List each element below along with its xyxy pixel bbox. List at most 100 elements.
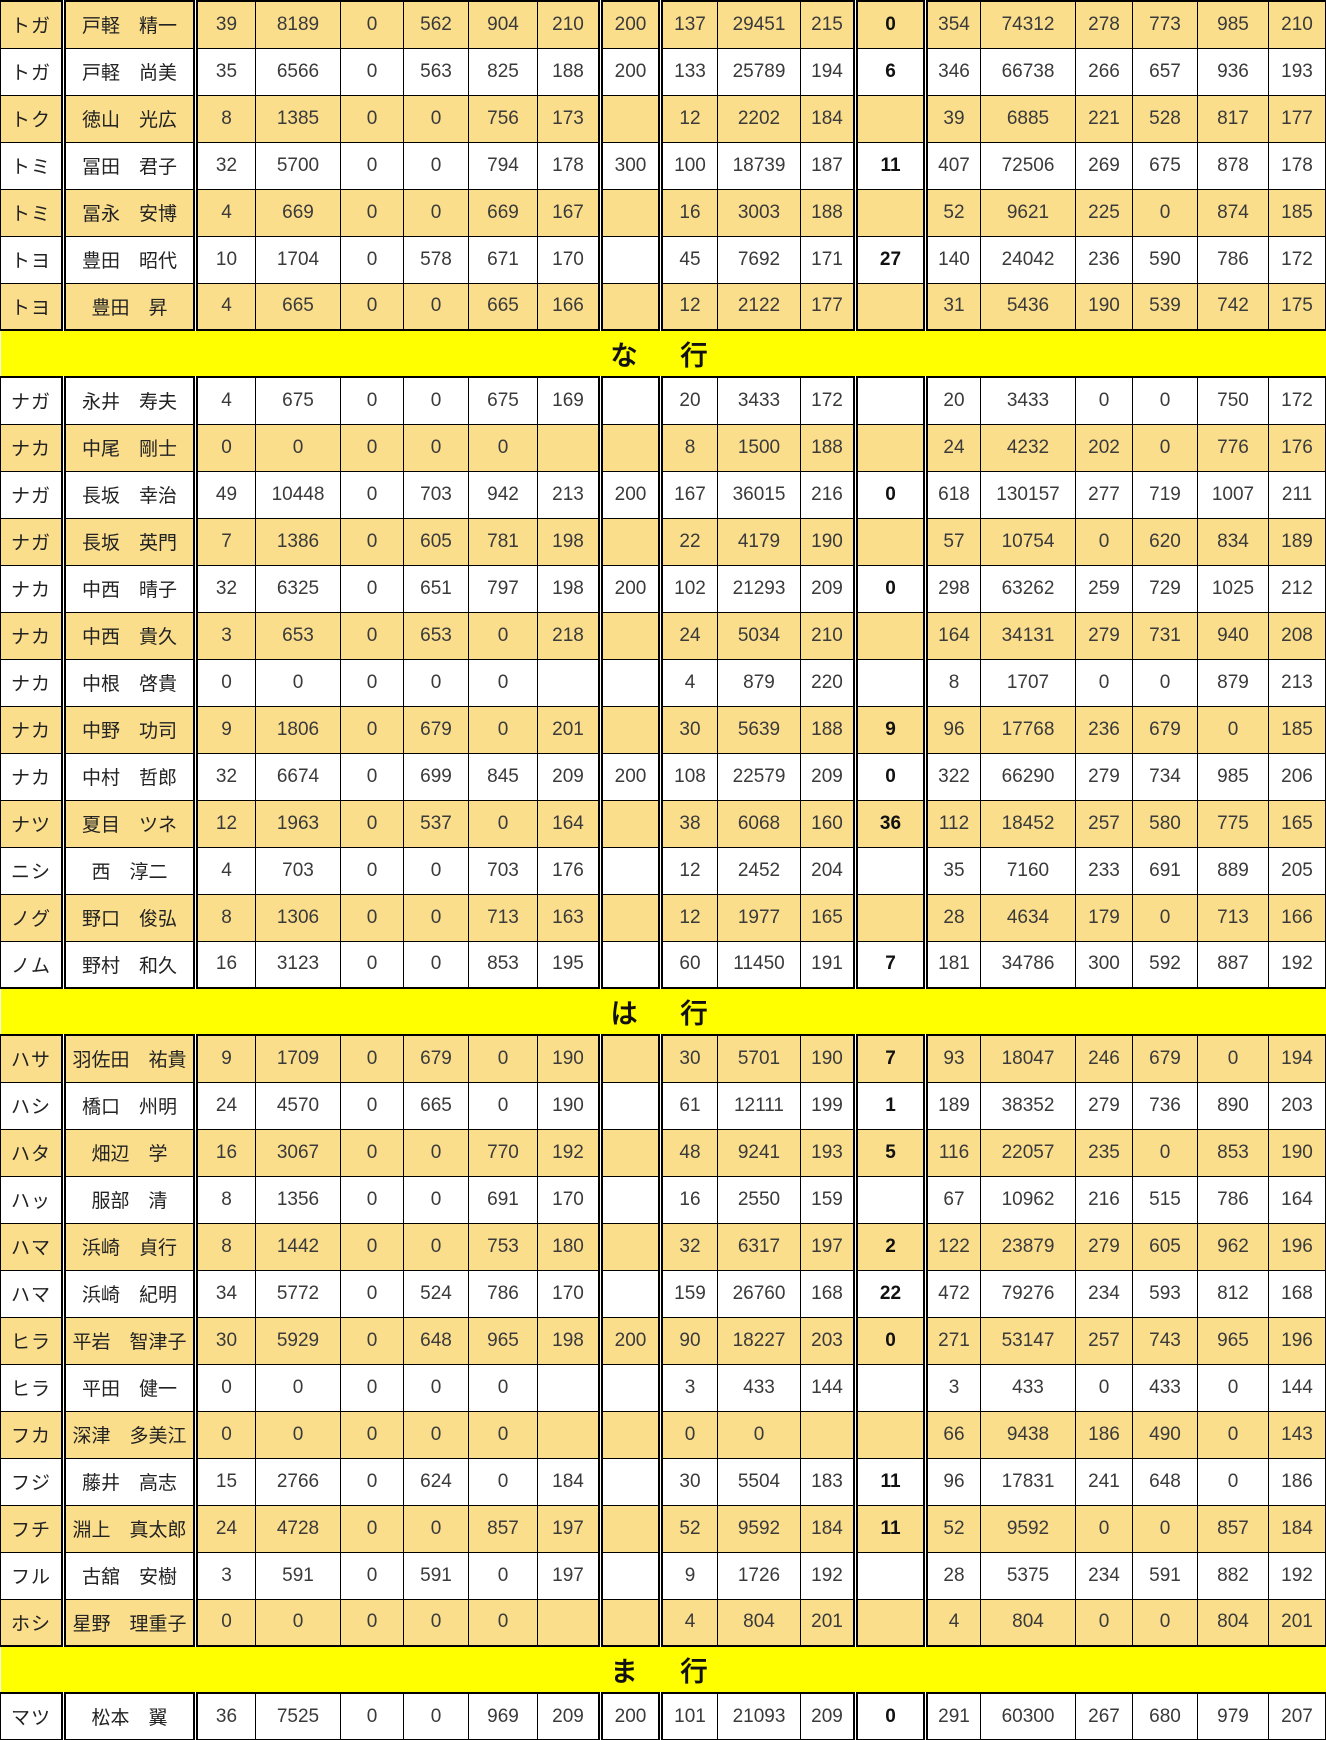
score-value-cell[interactable]: 0 — [340, 940, 404, 989]
score-value-cell[interactable] — [598, 423, 663, 472]
score-value-cell[interactable]: 0 — [1075, 1504, 1133, 1553]
score-value-cell[interactable]: 775 — [1197, 799, 1269, 848]
score-value-cell[interactable] — [598, 846, 663, 895]
score-value-cell[interactable]: 515 — [1132, 1175, 1198, 1224]
score-value-cell[interactable]: 699 — [403, 752, 469, 801]
player-name-cell[interactable]: 淵上 真太郎 — [61, 1504, 198, 1553]
score-value-cell[interactable]: 181 — [925, 940, 981, 989]
score-value-cell[interactable]: 593 — [1132, 1269, 1198, 1318]
score-value-cell[interactable]: 0 — [340, 188, 404, 237]
score-value-cell[interactable]: 236 — [1075, 235, 1133, 284]
score-value-cell[interactable]: 9 — [195, 705, 256, 754]
score-value-cell[interactable]: 213 — [537, 470, 601, 519]
score-value-cell[interactable]: 11 — [853, 1504, 928, 1553]
score-value-cell[interactable]: 0 — [403, 1128, 469, 1177]
score-value-cell[interactable]: 0 — [1132, 376, 1198, 425]
score-value-cell[interactable]: 234 — [1075, 1551, 1133, 1600]
score-value-cell[interactable]: 112 — [925, 799, 981, 848]
score-value-cell[interactable]: 9592 — [980, 1504, 1076, 1553]
score-value-cell[interactable] — [853, 423, 928, 472]
score-value-cell[interactable] — [598, 1128, 663, 1177]
score-value-cell[interactable]: 221 — [1075, 94, 1133, 143]
score-value-cell[interactable]: 887 — [1197, 940, 1269, 989]
score-value-cell[interactable]: 144 — [800, 1363, 856, 1412]
score-value-cell[interactable]: 100 — [660, 141, 718, 190]
score-value-cell[interactable]: 5 — [853, 1128, 928, 1177]
score-value-cell[interactable]: 279 — [1075, 1222, 1133, 1271]
player-name-cell[interactable]: 羽佐田 祐貴 — [61, 1034, 198, 1083]
score-value-cell[interactable]: 165 — [1268, 799, 1326, 848]
score-value-cell[interactable]: 16 — [660, 188, 718, 237]
kana-prefix-cell[interactable]: ナカ — [0, 752, 64, 801]
score-value-cell[interactable]: 1386 — [255, 517, 341, 566]
score-value-cell[interactable]: 936 — [1197, 47, 1269, 96]
score-value-cell[interactable]: 1 — [853, 1081, 928, 1130]
score-value-cell[interactable]: 679 — [1132, 705, 1198, 754]
score-value-cell[interactable]: 209 — [800, 752, 856, 801]
score-value-cell[interactable]: 786 — [1197, 1175, 1269, 1224]
score-value-cell[interactable] — [598, 1504, 663, 1553]
score-value-cell[interactable]: 30 — [660, 1457, 718, 1506]
score-value-cell[interactable]: 786 — [468, 1269, 538, 1318]
score-value-cell[interactable]: 4728 — [255, 1504, 341, 1553]
score-value-cell[interactable]: 16 — [660, 1175, 718, 1224]
kana-prefix-cell[interactable]: ハマ — [0, 1222, 64, 1271]
score-value-cell[interactable]: 5034 — [717, 611, 801, 660]
score-value-cell[interactable]: 200 — [598, 752, 663, 801]
score-value-cell[interactable] — [598, 1551, 663, 1600]
score-value-cell[interactable] — [537, 658, 601, 707]
score-value-cell[interactable]: 0 — [660, 1410, 718, 1459]
score-value-cell[interactable]: 0 — [340, 1504, 404, 1553]
score-value-cell[interactable]: 32 — [195, 752, 256, 801]
score-value-cell[interactable]: 96 — [925, 705, 981, 754]
score-value-cell[interactable]: 122 — [925, 1222, 981, 1271]
score-value-cell[interactable]: 209 — [537, 1692, 601, 1740]
score-value-cell[interactable]: 202 — [1075, 423, 1133, 472]
score-value-cell[interactable]: 10754 — [980, 517, 1076, 566]
score-value-cell[interactable]: 66290 — [980, 752, 1076, 801]
score-value-cell[interactable]: 8 — [195, 94, 256, 143]
score-value-cell[interactable]: 734 — [1132, 752, 1198, 801]
score-value-cell[interactable]: 197 — [800, 1222, 856, 1271]
score-value-cell[interactable]: 0 — [403, 376, 469, 425]
score-value-cell[interactable]: 198 — [537, 517, 601, 566]
score-value-cell[interactable]: 5701 — [717, 1034, 801, 1083]
score-value-cell[interactable]: 4 — [660, 1598, 718, 1647]
score-value-cell[interactable]: 433 — [717, 1363, 801, 1412]
score-value-cell[interactable]: 0 — [340, 282, 404, 331]
score-value-cell[interactable]: 0 — [340, 1410, 404, 1459]
score-value-cell[interactable] — [537, 1363, 601, 1412]
kana-prefix-cell[interactable]: フル — [0, 1551, 64, 1600]
score-value-cell[interactable]: 15 — [195, 1457, 256, 1506]
score-value-cell[interactable]: 188 — [800, 423, 856, 472]
score-value-cell[interactable]: 26760 — [717, 1269, 801, 1318]
score-value-cell[interactable]: 0 — [340, 1081, 404, 1130]
score-value-cell[interactable]: 24 — [660, 611, 718, 660]
score-value-cell[interactable]: 210 — [800, 611, 856, 660]
score-value-cell[interactable]: 190 — [800, 1034, 856, 1083]
score-value-cell[interactable]: 0 — [340, 752, 404, 801]
score-value-cell[interactable]: 185 — [1268, 705, 1326, 754]
score-value-cell[interactable]: 0 — [340, 376, 404, 425]
score-value-cell[interactable]: 10 — [195, 235, 256, 284]
score-value-cell[interactable]: 18739 — [717, 141, 801, 190]
score-value-cell[interactable]: 53147 — [980, 1316, 1076, 1365]
score-value-cell[interactable]: 133 — [660, 47, 718, 96]
score-value-cell[interactable]: 591 — [255, 1551, 341, 1600]
score-value-cell[interactable]: 60300 — [980, 1692, 1076, 1740]
score-value-cell[interactable]: 235 — [1075, 1128, 1133, 1177]
score-value-cell[interactable]: 187 — [800, 141, 856, 190]
score-value-cell[interactable]: 171 — [800, 235, 856, 284]
score-value-cell[interactable]: 279 — [1075, 611, 1133, 660]
score-value-cell[interactable]: 620 — [1132, 517, 1198, 566]
score-value-cell[interactable]: 665 — [403, 1081, 469, 1130]
score-value-cell[interactable] — [853, 658, 928, 707]
score-value-cell[interactable]: 204 — [800, 846, 856, 895]
kana-prefix-cell[interactable]: ナツ — [0, 799, 64, 848]
score-value-cell[interactable]: 30 — [660, 1034, 718, 1083]
score-value-cell[interactable]: 804 — [1197, 1598, 1269, 1647]
score-value-cell[interactable]: 11450 — [717, 940, 801, 989]
score-value-cell[interactable]: 1500 — [717, 423, 801, 472]
score-value-cell[interactable]: 962 — [1197, 1222, 1269, 1271]
score-value-cell[interactable]: 24042 — [980, 235, 1076, 284]
